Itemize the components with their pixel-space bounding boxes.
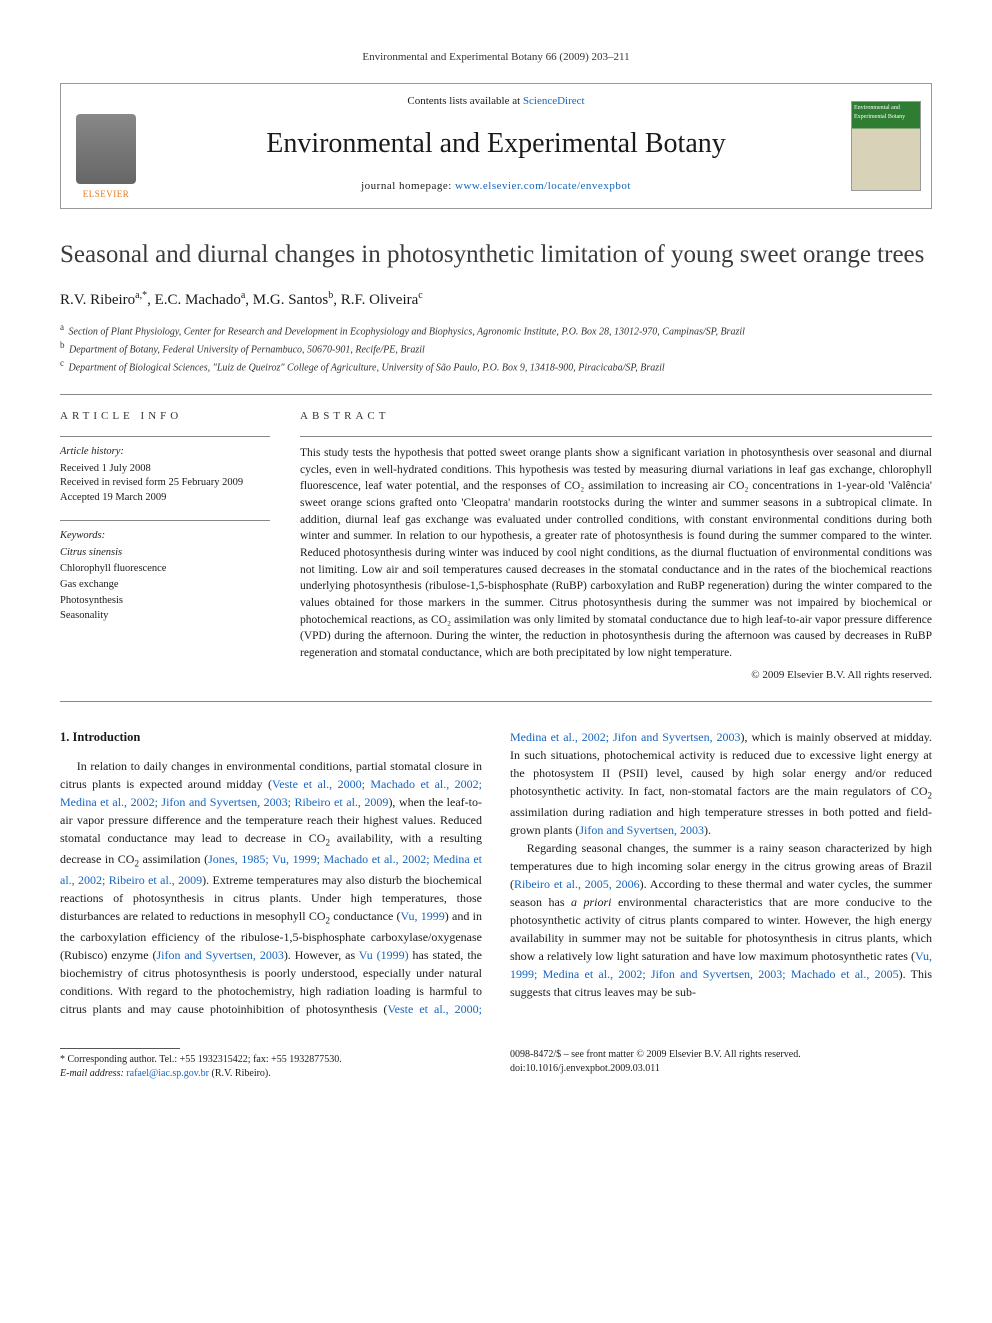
info-abstract-row: article info Article history: Received 1… xyxy=(60,395,932,702)
email-link[interactable]: rafael@iac.sp.gov.br xyxy=(126,1068,209,1079)
homepage-prefix: journal homepage: xyxy=(361,180,455,192)
affiliations: a Section of Plant Physiology, Center fo… xyxy=(60,321,932,376)
publisher-name: ELSEVIER xyxy=(83,188,130,201)
info-rule-2 xyxy=(60,520,270,521)
keyword: Gas exchange xyxy=(60,577,270,593)
journal-cover-icon: Environmental and Experimental Botany xyxy=(851,101,921,191)
affiliation: a Section of Plant Physiology, Center fo… xyxy=(60,321,932,339)
affiliation: c Department of Biological Sciences, "Lu… xyxy=(60,357,932,375)
abs-rule xyxy=(300,436,932,437)
keyword: Citrus sinensis xyxy=(60,545,270,561)
homepage-link[interactable]: www.elsevier.com/locate/envexpbot xyxy=(455,180,631,192)
corresponding-author: * Corresponding author. Tel.: +55 193231… xyxy=(60,1053,482,1067)
history-line: Received in revised form 25 February 200… xyxy=(60,476,270,491)
publisher-logo-block: ELSEVIER xyxy=(61,84,151,208)
elsevier-tree-icon xyxy=(76,114,136,184)
citation[interactable]: Jifon and Syvertsen, 2003 xyxy=(156,948,283,962)
article-title: Seasonal and diurnal changes in photosyn… xyxy=(60,239,932,270)
history-line: Received 1 July 2008 xyxy=(60,462,270,477)
keywords-label: Keywords: xyxy=(60,529,270,544)
contents-line: Contents lists available at ScienceDirec… xyxy=(161,94,831,109)
email-line: E-mail address: rafael@iac.sp.gov.br (R.… xyxy=(60,1067,482,1081)
article-info-heading: article info xyxy=(60,409,270,424)
masthead-center: Contents lists available at ScienceDirec… xyxy=(151,84,841,208)
homepage-line: journal homepage: www.elsevier.com/locat… xyxy=(161,179,831,194)
keyword: Chlorophyll fluorescence xyxy=(60,561,270,577)
sciencedirect-link[interactable]: ScienceDirect xyxy=(523,95,585,107)
journal-name: Environmental and Experimental Botany xyxy=(161,124,831,163)
keyword: Photosynthesis xyxy=(60,593,270,609)
citation[interactable]: Vu (1999) xyxy=(359,948,409,962)
doi-line: doi:10.1016/j.envexpbot.2009.03.011 xyxy=(510,1062,932,1076)
keywords-block: Keywords: Citrus sinensisChlorophyll flu… xyxy=(60,529,270,624)
journal-masthead: ELSEVIER Contents lists available at Sci… xyxy=(60,83,932,209)
history-block: Article history: Received 1 July 2008Rec… xyxy=(60,445,270,506)
footnote-rule xyxy=(60,1048,180,1049)
intro-p2: Regarding seasonal changes, the summer i… xyxy=(510,839,932,1001)
contents-prefix: Contents lists available at xyxy=(407,95,522,107)
cover-thumb-block: Environmental and Experimental Botany xyxy=(841,84,931,208)
affiliation: b Department of Botany, Federal Universi… xyxy=(60,339,932,357)
abstract-text: This study tests the hypothesis that pot… xyxy=(300,445,932,662)
keyword: Seasonality xyxy=(60,608,270,624)
info-rule-1 xyxy=(60,436,270,437)
abstract-copyright: © 2009 Elsevier B.V. All rights reserved… xyxy=(300,668,932,683)
running-head: Environmental and Experimental Botany 66… xyxy=(60,50,932,65)
copyright-block: 0098-8472/$ – see front matter © 2009 El… xyxy=(510,1048,932,1076)
article-info-column: article info Article history: Received 1… xyxy=(60,409,270,684)
citation[interactable]: Ribeiro et al., 2005, 2006 xyxy=(514,877,640,891)
issn-line: 0098-8472/$ – see front matter © 2009 El… xyxy=(510,1048,932,1062)
citation[interactable]: Vu, 1999 xyxy=(401,909,445,923)
section-1-heading: 1. Introduction xyxy=(60,728,482,747)
authors: R.V. Ribeiroa,*, E.C. Machadoa, M.G. San… xyxy=(60,289,932,311)
rule-bottom xyxy=(60,701,932,702)
abstract-column: abstract This study tests the hypothesis… xyxy=(300,409,932,684)
abstract-heading: abstract xyxy=(300,409,932,424)
history-line: Accepted 19 March 2009 xyxy=(60,491,270,506)
history-label: Article history: xyxy=(60,445,270,460)
citation[interactable]: Jifon and Syvertsen, 2003 xyxy=(579,823,704,837)
footnotes: * Corresponding author. Tel.: +55 193231… xyxy=(60,1048,932,1083)
body-columns: 1. Introduction In relation to daily cha… xyxy=(60,728,932,1017)
